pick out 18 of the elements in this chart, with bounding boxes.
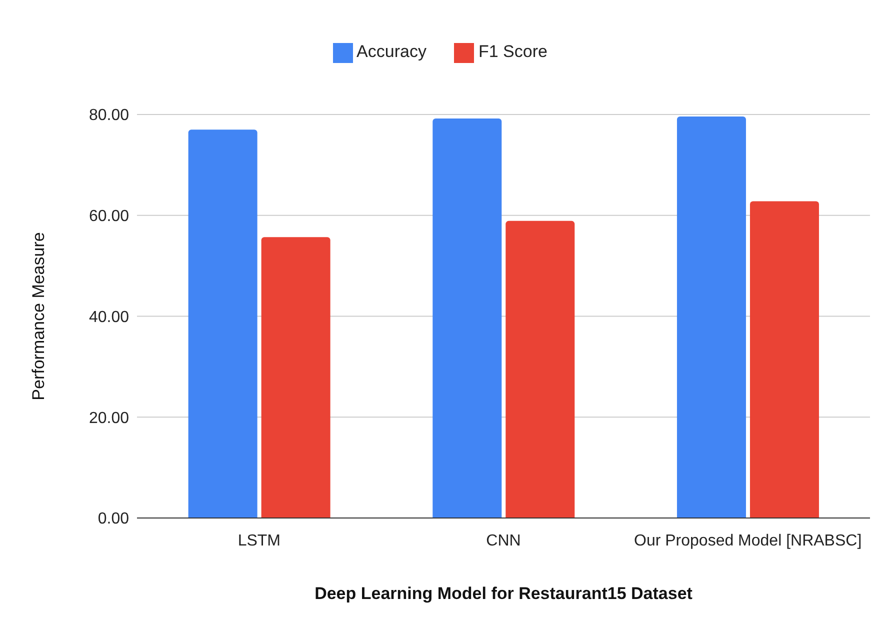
legend-label: Accuracy <box>356 42 426 61</box>
bar <box>188 130 258 518</box>
bar <box>432 118 502 518</box>
bar <box>261 237 330 518</box>
x-tick-label: Our Proposed Model [NRABSC] <box>634 532 862 550</box>
x-tick-label: LSTM <box>238 532 281 550</box>
x-tick-label: CNN <box>486 532 521 550</box>
bar <box>506 220 575 518</box>
y-tick-label: 20.00 <box>88 410 130 427</box>
y-tick-label: 0.00 <box>98 510 130 528</box>
bar <box>676 116 746 518</box>
bar <box>750 201 819 518</box>
y-tick-label: 60.00 <box>88 208 130 226</box>
legend-label: F1 Score <box>478 42 548 61</box>
x-axis-title: Deep Learning Model for Restaurant15 Dataset <box>314 584 693 603</box>
y-tick-label: 40.00 <box>88 308 130 326</box>
y-tick-label: 80.00 <box>88 107 130 124</box>
y-axis-title: Performance Measure <box>29 232 48 400</box>
